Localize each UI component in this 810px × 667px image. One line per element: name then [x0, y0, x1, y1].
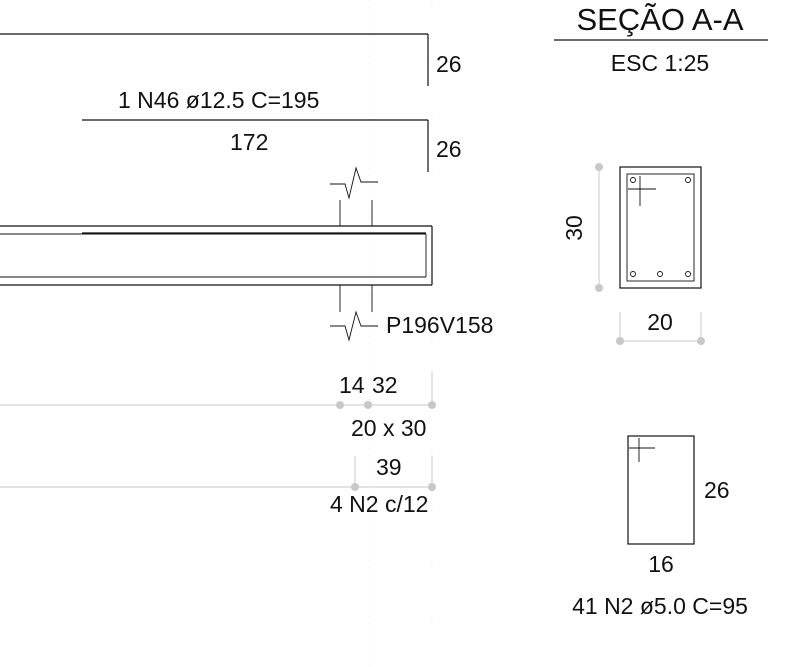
- top-bar-length: 172: [230, 129, 268, 155]
- pillar-label: P196V158: [386, 312, 493, 338]
- beam-dimensions: 14 32 20 x 30 39 4 N2 c/12: [0, 372, 436, 517]
- stirrup-label: 41 N2 ø5.0 C=95: [572, 593, 748, 619]
- hook-bottom-label: 26: [436, 136, 462, 162]
- stirrup-spacing-label: 4 N2 c/12: [330, 491, 428, 517]
- stirrup-width: 16: [648, 551, 674, 577]
- section-width: 20: [647, 309, 673, 335]
- dim-b: 32: [372, 372, 398, 398]
- stirrup-detail: 26 16 41 N2 ø5.0 C=95: [572, 435, 748, 619]
- top-bar-label: 1 N46 ø12.5 C=195: [118, 87, 319, 113]
- hook-top-label: 26: [436, 51, 462, 77]
- section-height: 30: [561, 215, 587, 241]
- section-size: 20 x 30: [351, 415, 426, 441]
- pillar-break: P196V158: [330, 166, 493, 342]
- top-bar-detail: 26 1 N46 ø12.5 C=195 172 26: [0, 33, 462, 172]
- dim-a: 14: [339, 372, 365, 398]
- beam-elevation: [0, 225, 433, 286]
- section-title: SEÇÃO A-A: [576, 2, 743, 37]
- section-scale: ESC 1:25: [611, 50, 709, 76]
- dim-c: 39: [376, 454, 402, 480]
- section-a-a: SEÇÃO A-A ESC 1:25 30 20: [554, 2, 768, 345]
- stirrup-height: 26: [704, 477, 730, 503]
